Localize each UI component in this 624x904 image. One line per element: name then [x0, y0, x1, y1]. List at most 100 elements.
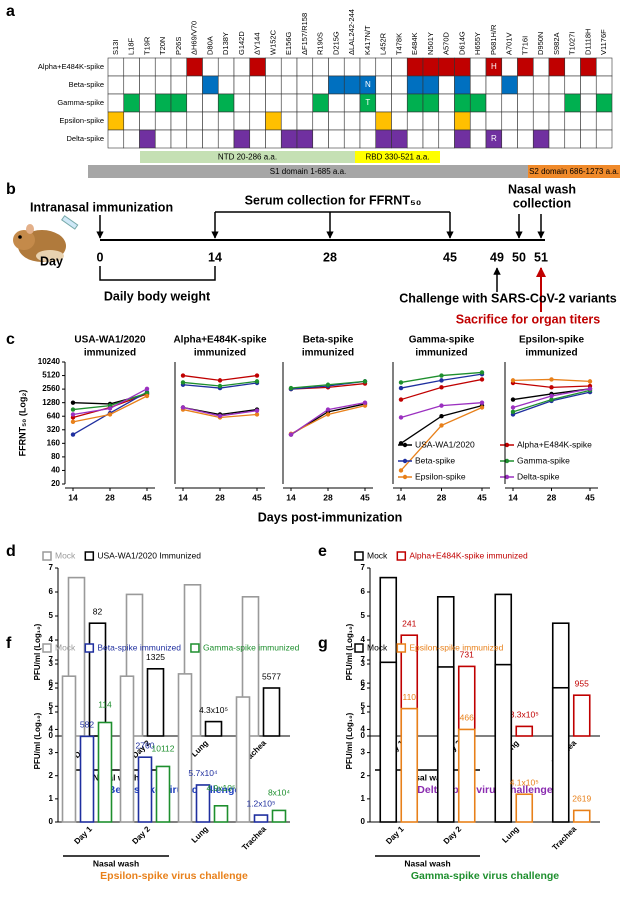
- mutation-cell: [107, 111, 125, 131]
- y-tick-label: 7: [361, 655, 366, 664]
- mutation-cell: [359, 129, 377, 149]
- mutation-cell: [391, 111, 408, 131]
- legend-label: Epsilon-spike: [415, 471, 466, 481]
- data-point: [180, 373, 186, 378]
- data-point: [439, 403, 444, 408]
- x-tick-label: Lung: [190, 738, 210, 758]
- column-header: ΔF157/R158: [300, 13, 309, 55]
- data-point: [398, 468, 404, 473]
- mutation-cell: [343, 129, 361, 149]
- mutation-cell: [517, 57, 534, 77]
- mutation-cell: [469, 111, 487, 131]
- fold-label: 5577: [262, 671, 281, 681]
- x-tick-label: 14: [68, 492, 78, 502]
- legend-swatch: [354, 551, 364, 561]
- column-header: D138Y: [221, 32, 230, 55]
- mutation-cell: [580, 75, 597, 95]
- domain-bar: [355, 151, 440, 163]
- legend-swatch: [84, 551, 95, 561]
- mutation-cell: [501, 93, 518, 113]
- data-point: [439, 414, 444, 419]
- mutation-cell: [454, 75, 471, 95]
- mutation-cell: [265, 57, 282, 77]
- y-tick-label: 1280: [42, 398, 60, 407]
- y-tick-label: 4: [361, 635, 366, 644]
- mutation-cell: [564, 111, 581, 131]
- data-point: [254, 373, 260, 378]
- column-header: P681H/R: [489, 24, 498, 55]
- mutation-cell: [501, 75, 518, 95]
- mutation-cell: [580, 129, 597, 149]
- y-tick-label: 0: [361, 731, 366, 740]
- mutation-cell: [170, 111, 188, 131]
- panel-label: a: [6, 3, 15, 20]
- mutation-cell: [170, 75, 188, 95]
- chart-title: Epsilon-spike virus challenge: [100, 870, 248, 882]
- cell-letter: R: [491, 134, 497, 143]
- mutation-cell: [328, 75, 345, 95]
- mutation-cell: [233, 75, 251, 95]
- bar: [271, 809, 287, 823]
- mutation-cell: [233, 111, 251, 131]
- y-tick-label: 160: [47, 438, 61, 447]
- mutation-cell: [564, 57, 581, 77]
- mutation-cell: [186, 111, 203, 131]
- y-tick-label: 0: [361, 817, 366, 826]
- mutation-cell: [202, 75, 219, 95]
- y-tick-label: 20: [51, 479, 60, 488]
- data-point: [479, 370, 485, 375]
- y-tick-label: 4: [49, 725, 54, 734]
- mutation-cell: [123, 93, 140, 113]
- mutation-cell: [170, 93, 188, 113]
- mutation-cell: [517, 93, 534, 113]
- mutation-cell: [532, 111, 550, 131]
- mutation-cell: [406, 93, 424, 113]
- row-label: Alpha+E484K-spike: [38, 62, 104, 71]
- mutation-cell: [454, 129, 471, 149]
- mutation-cell: [202, 111, 219, 131]
- domain-label: S2 domain 686-1273 a.a.: [529, 167, 619, 176]
- bar: [79, 735, 95, 823]
- y-tick-label: 10240: [38, 357, 61, 366]
- column-header: R190S: [316, 32, 325, 55]
- nasal-wash-label: Nasal wash: [508, 182, 576, 196]
- y-tick-label: 1: [361, 707, 366, 716]
- mutation-cell: [139, 75, 156, 95]
- data-point: [439, 385, 444, 390]
- mutation-cell: [249, 75, 266, 95]
- day-number: 51: [534, 250, 548, 264]
- y-axis-label: PFU/ml (Log₁₀): [33, 712, 42, 769]
- mutation-cell: [186, 93, 203, 113]
- day-number: 0: [97, 250, 104, 264]
- data-point: [217, 378, 223, 383]
- mutation-cell: [296, 93, 314, 113]
- column-header: N501Y: [426, 32, 435, 55]
- mutation-cell: [107, 93, 125, 113]
- mutation-cell: [391, 57, 408, 77]
- fold-label: 3.3x10⁵: [510, 710, 539, 720]
- legend-swatch: [354, 643, 364, 653]
- x-tick-label: Lung: [500, 824, 520, 844]
- mutation-cell: [123, 57, 140, 77]
- day-number: 49: [490, 250, 504, 264]
- column-header: E156G: [284, 31, 293, 55]
- x-tick-label: 45: [142, 492, 152, 502]
- mutation-cell: [580, 111, 597, 131]
- fold-label: 8x10⁴: [268, 788, 290, 798]
- mutation-cell: [532, 129, 550, 149]
- mutation-cell: [233, 129, 251, 149]
- mutation-cell: [170, 57, 188, 77]
- x-tick-label: 28: [437, 492, 447, 502]
- x-tick-label: Trachea: [550, 824, 578, 852]
- legend-label: USA-WA1/2020 Immunized: [97, 550, 201, 560]
- legend-label: Gamma-spike immunized: [203, 642, 300, 652]
- data-point: [479, 377, 485, 382]
- body-weight-label: Daily body weight: [104, 289, 211, 303]
- mutation-cell: [485, 93, 503, 113]
- y-tick-label: 7: [49, 563, 54, 572]
- mutation-cell: [391, 129, 408, 149]
- x-tick-label: Day 2: [130, 824, 152, 846]
- mutation-cell: [202, 129, 219, 149]
- legend-label: Beta-spike: [415, 455, 455, 465]
- legend-swatch: [396, 551, 407, 561]
